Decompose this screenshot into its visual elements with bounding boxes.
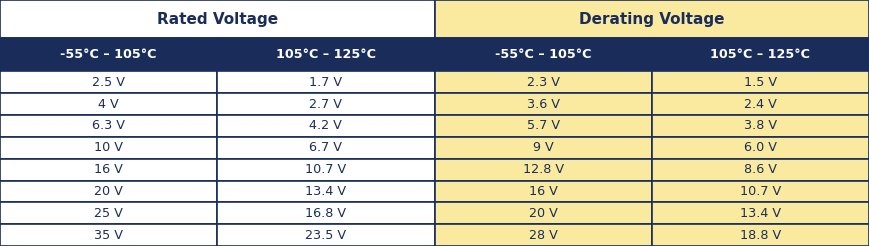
Text: 4.2 V: 4.2 V: [309, 119, 342, 132]
Text: 6.7 V: 6.7 V: [309, 141, 342, 154]
Text: 35 V: 35 V: [94, 229, 123, 242]
Text: 9 V: 9 V: [533, 141, 554, 154]
Text: 105°C – 125°C: 105°C – 125°C: [275, 48, 376, 61]
Text: 16.8 V: 16.8 V: [305, 207, 347, 220]
Bar: [434, 0, 869, 38]
Bar: [652, 159, 869, 181]
Bar: [0, 71, 217, 93]
Text: 4 V: 4 V: [98, 98, 119, 111]
Text: 13.4 V: 13.4 V: [740, 207, 781, 220]
Text: 28 V: 28 V: [528, 229, 558, 242]
Text: 10 V: 10 V: [94, 141, 123, 154]
Bar: [652, 38, 869, 71]
Bar: [217, 181, 434, 202]
Text: 3.8 V: 3.8 V: [744, 119, 777, 132]
Text: 105°C – 125°C: 105°C – 125°C: [710, 48, 811, 61]
Bar: [0, 224, 217, 246]
Bar: [434, 38, 652, 71]
Bar: [217, 115, 434, 137]
Bar: [652, 71, 869, 93]
Bar: [217, 93, 434, 115]
Text: 13.4 V: 13.4 V: [305, 185, 347, 198]
Text: 1.7 V: 1.7 V: [309, 76, 342, 89]
Bar: [0, 0, 434, 38]
Bar: [0, 38, 217, 71]
Bar: [217, 137, 434, 159]
Text: 3.6 V: 3.6 V: [527, 98, 560, 111]
Text: 2.7 V: 2.7 V: [309, 98, 342, 111]
Text: Rated Voltage: Rated Voltage: [156, 12, 278, 27]
Bar: [434, 71, 652, 93]
Bar: [652, 202, 869, 224]
Bar: [217, 224, 434, 246]
Bar: [434, 115, 652, 137]
Text: 6.3 V: 6.3 V: [92, 119, 125, 132]
Bar: [0, 137, 217, 159]
Bar: [434, 181, 652, 202]
Bar: [434, 159, 652, 181]
Text: 12.8 V: 12.8 V: [522, 163, 564, 176]
Bar: [434, 137, 652, 159]
Bar: [0, 115, 217, 137]
Bar: [0, 159, 217, 181]
Bar: [0, 202, 217, 224]
Bar: [217, 159, 434, 181]
Text: Derating Voltage: Derating Voltage: [579, 12, 725, 27]
Bar: [217, 38, 434, 71]
Text: 6.0 V: 6.0 V: [744, 141, 777, 154]
Text: 25 V: 25 V: [94, 207, 123, 220]
Bar: [0, 93, 217, 115]
Text: 16 V: 16 V: [528, 185, 558, 198]
Text: -55°C – 105°C: -55°C – 105°C: [494, 48, 592, 61]
Bar: [652, 115, 869, 137]
Text: 10.7 V: 10.7 V: [740, 185, 781, 198]
Text: 8.6 V: 8.6 V: [744, 163, 777, 176]
Bar: [434, 224, 652, 246]
Bar: [652, 93, 869, 115]
Text: 18.8 V: 18.8 V: [740, 229, 781, 242]
Bar: [217, 71, 434, 93]
Text: 5.7 V: 5.7 V: [527, 119, 560, 132]
Bar: [217, 202, 434, 224]
Bar: [434, 202, 652, 224]
Text: -55°C – 105°C: -55°C – 105°C: [60, 48, 157, 61]
Bar: [0, 181, 217, 202]
Text: 2.4 V: 2.4 V: [744, 98, 777, 111]
Text: 20 V: 20 V: [94, 185, 123, 198]
Bar: [434, 93, 652, 115]
Text: 20 V: 20 V: [528, 207, 558, 220]
Text: 2.5 V: 2.5 V: [92, 76, 125, 89]
Bar: [652, 224, 869, 246]
Text: 16 V: 16 V: [94, 163, 123, 176]
Text: 1.5 V: 1.5 V: [744, 76, 777, 89]
Text: 23.5 V: 23.5 V: [305, 229, 347, 242]
Bar: [652, 181, 869, 202]
Text: 10.7 V: 10.7 V: [305, 163, 347, 176]
Text: 2.3 V: 2.3 V: [527, 76, 560, 89]
Bar: [652, 137, 869, 159]
